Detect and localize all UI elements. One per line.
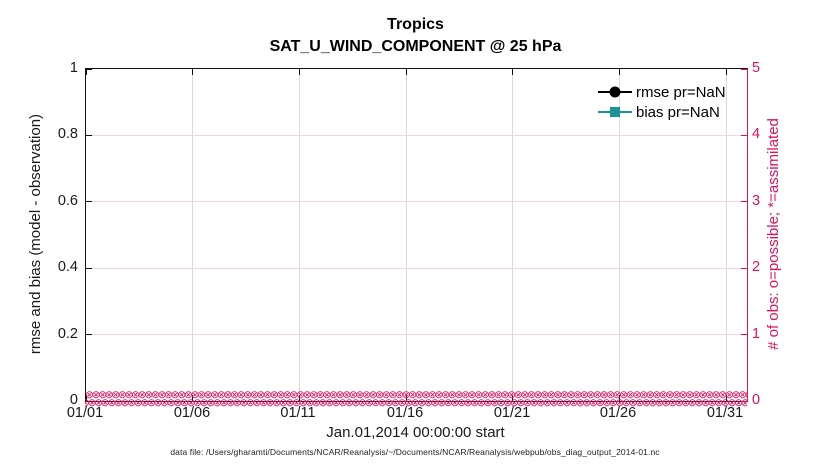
vertical-gridline	[512, 69, 514, 401]
obs-zero-markers-row: ⊗⊗⊗⊗⊗⊗⊗⊗⊗⊗⊗⊗⊗⊗⊗⊗⊗⊗⊗⊗⊗⊗⊗⊗⊗⊗⊗⊗⊗⊗⊗⊗⊗⊗⊗⊗⊗⊗⊗⊗…	[85, 391, 747, 401]
legend-label-bias: bias pr=NaN	[636, 103, 720, 121]
xtick-label: 01/06	[173, 405, 211, 421]
vertical-gridline	[618, 69, 620, 401]
obs-zero-markers-row: ⊗⊗⊗⊗⊗⊗⊗⊗⊗⊗⊗⊗⊗⊗⊗⊗⊗⊗⊗⊗⊗⊗⊗⊗⊗⊗⊗⊗⊗⊗⊗⊗⊗⊗⊗⊗⊗⊗⊗⊗…	[85, 397, 747, 408]
y-tickmark-right	[741, 134, 747, 136]
right-ytick-label: 3	[752, 193, 761, 209]
legend-item-rmse: rmse pr=NaN	[598, 82, 758, 102]
y-tickmark-left	[86, 267, 92, 269]
x-tickmark-bottom	[512, 395, 514, 401]
y-tickmark-right	[741, 400, 747, 402]
x-tickmark-top	[512, 69, 514, 75]
y-tickmark-left	[86, 134, 92, 136]
y-tickmark-left	[86, 201, 92, 203]
left-yaxis-label: rmse and bias (model - observation)	[27, 113, 44, 355]
xtick-label: 01/21	[493, 405, 531, 421]
y-tickmark-left	[86, 334, 92, 336]
x-tickmark-bottom	[192, 395, 194, 401]
x-tickmark-bottom	[85, 395, 87, 401]
xtick-label: 01/11	[280, 405, 316, 421]
left-ytick-label: 0.6	[57, 193, 78, 209]
x-tickmark-top	[192, 69, 194, 75]
xtick-label: 01/31	[706, 405, 744, 421]
left-ytick-label: 0.8	[57, 126, 78, 142]
rmse-line-sample	[598, 86, 632, 98]
x-tickmark-bottom	[405, 395, 407, 401]
y-tickmark-right	[741, 68, 747, 70]
legend-item-bias: bias pr=NaN	[598, 102, 758, 122]
x-tickmark-bottom	[618, 395, 620, 401]
figure-subtitle: SAT_U_WIND_COMPONENT @ 25 hPa	[269, 38, 562, 55]
vertical-gridline	[725, 69, 727, 401]
x-tickmark-top	[725, 69, 727, 75]
x-tickmark-top	[618, 69, 620, 75]
right-ytick-label: 5	[752, 60, 761, 76]
left-ytick-label: 0.4	[57, 259, 78, 275]
xaxis-label: Jan.01,2014 00:00:00 start	[326, 424, 505, 441]
bias-line-sample	[598, 107, 632, 117]
y-tickmark-left	[86, 68, 92, 70]
xtick-label: 01/01	[66, 405, 104, 421]
datafile-footer: data file: /Users/gharamti/Documents/NCA…	[170, 447, 660, 457]
figure-title: Tropics	[387, 16, 444, 33]
vertical-gridline	[192, 69, 194, 401]
vertical-gridline	[405, 69, 407, 401]
y-tickmark-left	[86, 400, 92, 402]
left-ytick-label: 1	[69, 60, 78, 76]
y-tickmark-right	[741, 201, 747, 203]
rmse-circle-marker-icon	[609, 86, 621, 98]
left-ytick-label: 0	[69, 392, 78, 408]
y-tickmark-right	[741, 334, 747, 336]
horizontal-gridline	[86, 334, 747, 336]
x-tickmark-bottom	[725, 395, 727, 401]
legend: rmse pr=NaN bias pr=NaN	[598, 82, 758, 122]
x-tickmark-top	[405, 69, 407, 75]
left-ytick-label: 0.2	[57, 326, 78, 342]
xtick-label: 01/16	[386, 405, 424, 421]
y-tickmark-right	[741, 267, 747, 269]
right-ytick-label: 2	[752, 259, 761, 275]
horizontal-gridline	[86, 134, 747, 136]
right-yaxis-label: # of obs: o=possible; *=assimilated	[765, 118, 782, 350]
plot-area	[85, 68, 748, 402]
xtick-label: 01/26	[599, 405, 637, 421]
x-tickmark-bottom	[298, 395, 300, 401]
right-ytick-label: 4	[752, 126, 761, 142]
right-ytick-label: 0	[752, 392, 761, 408]
horizontal-gridline	[86, 201, 747, 203]
vertical-gridline	[298, 69, 300, 401]
x-tickmark-top	[298, 69, 300, 75]
horizontal-gridline	[86, 267, 747, 269]
bias-square-marker-icon	[610, 107, 620, 117]
obs-zero-band: ⊗⊗⊗⊗⊗⊗⊗⊗⊗⊗⊗⊗⊗⊗⊗⊗⊗⊗⊗⊗⊗⊗⊗⊗⊗⊗⊗⊗⊗⊗⊗⊗⊗⊗⊗⊗⊗⊗⊗⊗…	[85, 391, 747, 408]
right-ytick-label: 1	[752, 326, 761, 342]
legend-label-rmse: rmse pr=NaN	[636, 83, 726, 101]
x-tickmark-top	[85, 69, 87, 75]
